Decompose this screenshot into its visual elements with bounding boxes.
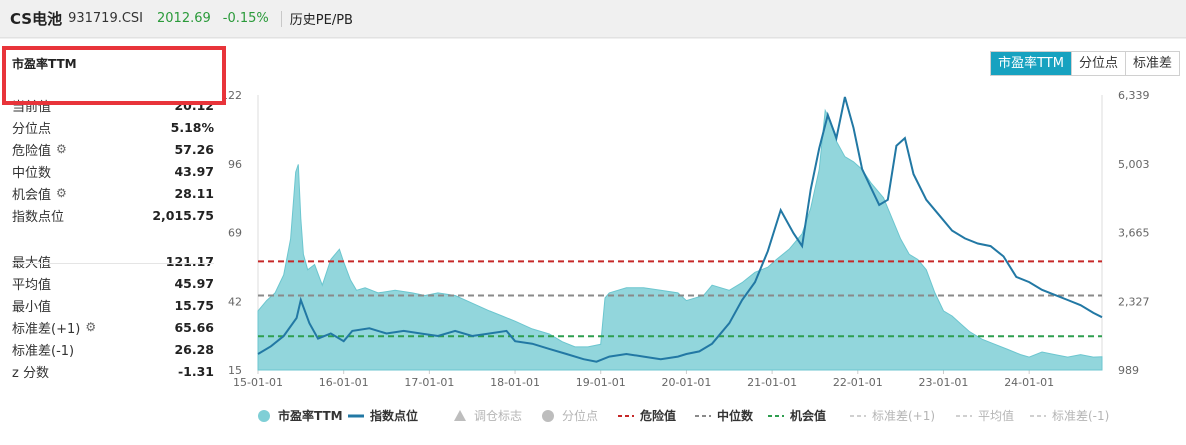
index-point-line <box>257 96 1103 363</box>
legend-label: 危险值 <box>639 408 676 423</box>
metric-tabs: 市盈率TTM 分位点 标准差 <box>990 51 1180 76</box>
legend-label: 标准差(+1) <box>872 409 935 423</box>
stat-value: 15.75 <box>174 297 214 313</box>
legend-label: 市盈率TTM <box>278 408 343 423</box>
tab-pe-ttm[interactable]: 市盈率TTM <box>991 52 1071 75</box>
stat-value: 45.97 <box>174 275 214 291</box>
index-change: -0.15% <box>222 11 269 26</box>
legend-marker[interactable] <box>454 410 466 421</box>
y-left-tick-label: 69 <box>228 227 242 240</box>
stat-std-minus: 标准差(-1) 26.28 <box>12 338 214 360</box>
y-right-tick-label: 5,003 <box>1118 158 1150 171</box>
index-name: CS电池 <box>10 10 63 28</box>
stat-min: 最小值 15.75 <box>12 294 214 316</box>
y-right-tick-label: 989 <box>1118 364 1139 377</box>
x-tick-label: 22-01-01 <box>833 376 883 389</box>
stat-value: 2,015.75 <box>152 207 214 223</box>
y-right-tick-label: 6,339 <box>1118 89 1150 102</box>
stat-value: -1.31 <box>177 363 214 379</box>
stats-divider <box>12 263 214 264</box>
gear-icon[interactable]: ⚙ <box>85 320 97 334</box>
stat-median: 中位数 43.97 <box>12 160 214 182</box>
legend-label: 指数点位 <box>370 408 418 423</box>
valuation-panel: 市盈率TTM 市盈率TTM 分位点 标准差 当前值 20.12 分位点 5.18… <box>0 39 1186 445</box>
highlight-box <box>2 46 226 105</box>
x-tick-label: 19-01-01 <box>576 376 626 389</box>
stat-label: 危险值 <box>12 143 52 159</box>
stat-value: 121.17 <box>165 253 214 269</box>
x-tick-label: 20-01-01 <box>661 376 711 389</box>
stat-z-score: z 分数 -1.31 <box>12 360 214 382</box>
x-tick-label: 18-01-01 <box>490 376 540 389</box>
stat-value: 5.18% <box>170 119 214 135</box>
legend-label: 中位数 <box>717 408 754 423</box>
x-tick-label: 21-01-01 <box>747 376 797 389</box>
stat-label: 机会值 <box>12 187 52 203</box>
stat-label: 中位数 <box>12 165 52 181</box>
stat-value: 26.28 <box>174 341 214 357</box>
stats-list: 当前值 20.12 分位点 5.18% 危险值 ⚙ 57.26 中位数 43.97… <box>12 94 214 382</box>
y-left-tick-label: 122 <box>221 89 242 102</box>
x-tick-label: 15-01-01 <box>233 376 283 389</box>
index-price: 2012.69 <box>157 11 211 26</box>
stat-value: 65.66 <box>174 319 214 335</box>
x-tick-label: 23-01-01 <box>919 376 969 389</box>
stat-label: 标准差(+1) <box>12 321 81 337</box>
x-tick-label: 17-01-01 <box>404 376 454 389</box>
y-left-tick-label: 15 <box>228 364 242 377</box>
y-right-tick-label: 2,327 <box>1118 295 1150 308</box>
legend-label: 调仓标志 <box>474 409 522 423</box>
legend-label: 平均值 <box>978 408 1014 423</box>
history-pe-pb-link[interactable]: 历史PE/PB <box>289 13 353 28</box>
stat-value: 28.11 <box>174 185 214 201</box>
stat-index-point: 指数点位 2,015.75 <box>12 204 214 226</box>
stat-label: 指数点位 <box>12 209 65 225</box>
stat-label: 分位点 <box>12 121 52 137</box>
header-divider <box>280 10 282 27</box>
panel-title: 市盈率TTM <box>12 57 77 71</box>
x-tick-label: 16-01-01 <box>319 376 369 389</box>
legend-marker[interactable] <box>542 410 554 422</box>
stat-mean: 平均值 45.97 <box>12 272 214 294</box>
y-left-tick-label: 42 <box>228 295 242 308</box>
stat-danger: 危险值 ⚙ 57.26 <box>12 138 214 160</box>
legend-marker[interactable] <box>258 410 270 422</box>
stat-label: 最小值 <box>12 299 52 315</box>
header-bar: CS电池 931719.CSI 2012.69 -0.15% 历史PE/PB <box>0 0 1186 38</box>
y-left-tick-label: 96 <box>228 158 242 171</box>
stat-label: z 分数 <box>12 365 49 381</box>
y-right-tick-label: 3,665 <box>1118 227 1150 240</box>
stat-opportunity: 机会值 ⚙ 28.11 <box>12 182 214 204</box>
legend-label: 机会值 <box>790 408 826 423</box>
legend-label: 分位点 <box>562 408 598 423</box>
stat-label: 标准差(-1) <box>12 343 75 359</box>
tab-std-dev[interactable]: 标准差 <box>1124 52 1179 75</box>
stat-std-plus: 标准差(+1) ⚙ 65.66 <box>12 316 214 338</box>
gear-icon[interactable]: ⚙ <box>56 186 67 200</box>
x-tick-label: 24-01-01 <box>1004 376 1054 389</box>
index-code: 931719.CSI <box>68 11 144 26</box>
pe-ttm-area <box>257 108 1103 371</box>
gear-icon[interactable]: ⚙ <box>56 142 67 156</box>
tab-percentile[interactable]: 分位点 <box>1070 52 1125 75</box>
stat-value: 57.26 <box>174 141 214 157</box>
stat-label: 平均值 <box>12 277 52 293</box>
stat-value: 43.97 <box>174 163 214 179</box>
stat-percentile: 分位点 5.18% <box>12 116 214 138</box>
legend-label: 标准差(-1) <box>1052 409 1109 423</box>
